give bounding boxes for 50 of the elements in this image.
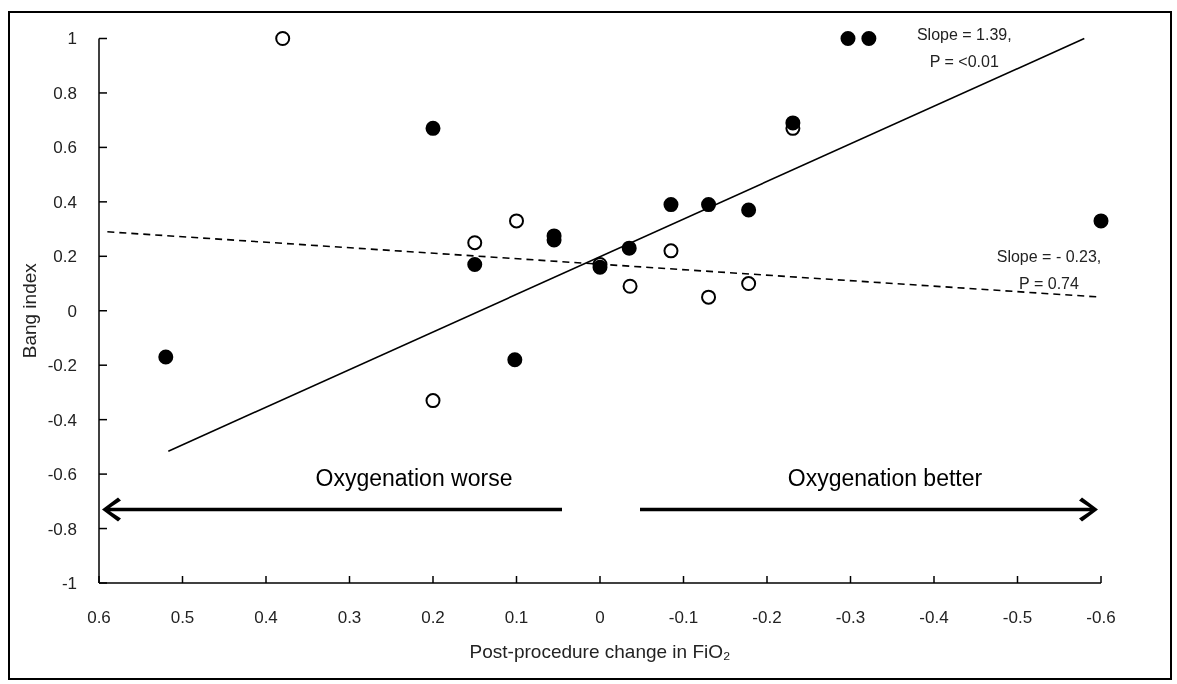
point [785, 115, 801, 131]
point [425, 120, 441, 136]
annotation: Oxygenation better [787, 465, 983, 492]
annotation: Oxygenation worse [315, 465, 513, 492]
y-tick-label: 0.4 [53, 192, 77, 212]
x-tick-label: 0.3 [337, 608, 362, 627]
x-tick-label: 0.1 [504, 608, 529, 627]
point [861, 31, 877, 46]
x-tick-label: -0.3 [835, 608, 866, 627]
annotation: Slope = 1.39, P = <0.01 [916, 25, 1012, 70]
point [507, 352, 523, 368]
point [275, 31, 291, 46]
x-tick-label: 0.5 [170, 608, 195, 627]
point [741, 276, 757, 292]
point [158, 349, 174, 365]
point [425, 393, 441, 409]
x-tick-label: -0.2 [752, 608, 782, 627]
y-tick-label: 0.6 [53, 138, 77, 158]
x-tick-label: 0.6 [87, 608, 111, 627]
x-tick-label: 0.2 [421, 608, 445, 627]
point [741, 202, 757, 218]
y-axis-title: Bang index [19, 262, 40, 359]
y-tick-label: 0.2 [53, 247, 77, 267]
y-tick-label: -0.4 [47, 410, 77, 430]
x-tick-label: -0.5 [1002, 608, 1033, 627]
point [663, 243, 679, 259]
annotation: Slope = - 0.23, P = 0.74 [996, 248, 1102, 293]
point [840, 31, 856, 46]
y-tick-label: -0.2 [47, 356, 77, 376]
y-tick-label: 1 [67, 29, 77, 49]
point [467, 235, 483, 251]
point [701, 289, 717, 305]
point [622, 278, 638, 294]
point [467, 256, 483, 272]
y-tick-label: -1 [61, 573, 77, 593]
point [621, 240, 637, 256]
x-tick-label: -0.6 [1086, 608, 1116, 627]
point [509, 213, 524, 229]
point [1093, 213, 1109, 229]
y-tick-label: 0 [67, 301, 77, 321]
y-tick-label: 0.8 [53, 83, 77, 103]
point [663, 197, 679, 213]
point [701, 197, 717, 213]
y-tick-label: -0.6 [47, 465, 77, 485]
x-tick-label: -0.4 [919, 608, 949, 627]
x-axis-title: Post-procedure change in FiO₂ [469, 641, 731, 662]
x-tick-label: 0.4 [254, 608, 278, 627]
x-tick-label: -0.1 [668, 608, 699, 627]
x-tick-label: 0 [595, 608, 605, 627]
y-tick-label: -0.8 [47, 519, 77, 539]
